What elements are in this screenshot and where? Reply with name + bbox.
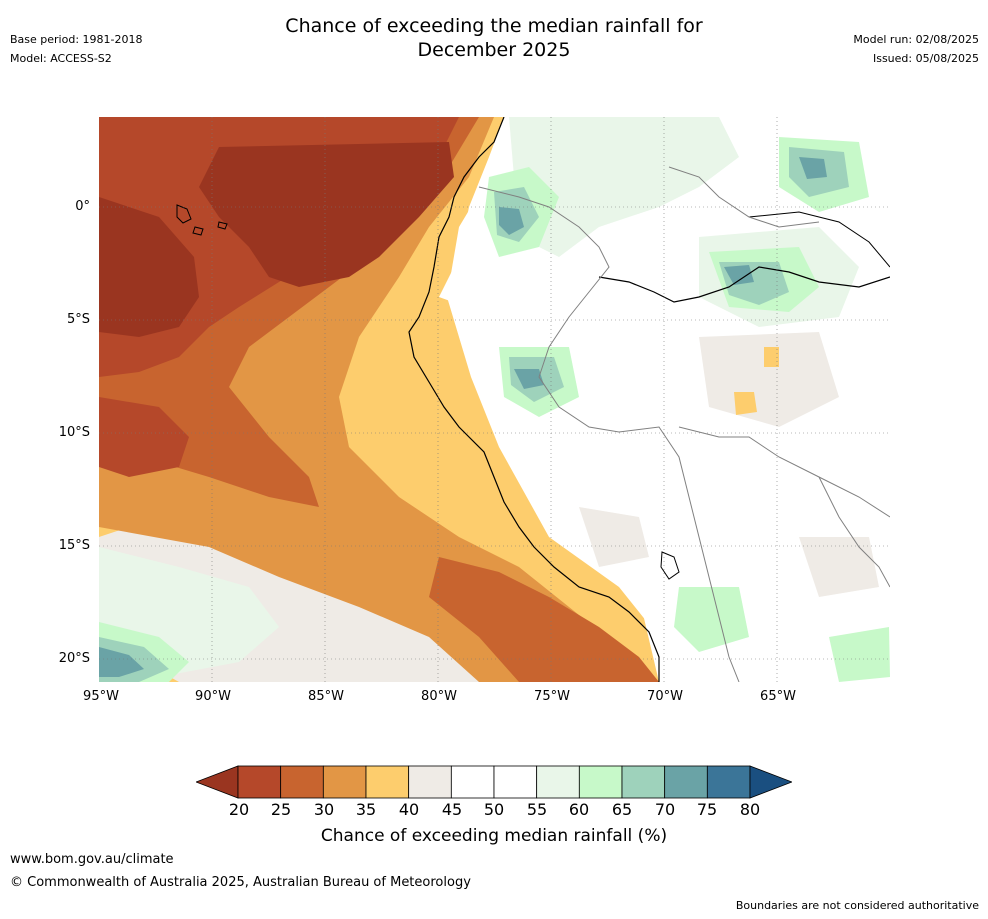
colorbar-cell-40	[408, 765, 452, 799]
colorbar-cell-35	[365, 765, 410, 799]
lon-label-70w: 70°W	[647, 689, 683, 704]
colorbar-cell-65	[621, 765, 666, 799]
lat-label-15s: 15°S	[58, 538, 90, 553]
colorbar-tick-70: 70	[654, 800, 676, 819]
country-borders	[478, 166, 890, 682]
ocean-field-south-25-30	[429, 557, 659, 682]
colorbar-cell-70	[664, 765, 708, 799]
lat-label-20s: 20°S	[58, 651, 90, 666]
colorbar-tick-35: 35	[355, 800, 377, 819]
boundary-disclaimer: Boundaries are not considered authoritat…	[735, 899, 979, 912]
land-field-east-light	[699, 332, 839, 427]
colorbar-cell-50	[493, 765, 538, 799]
amazon-river	[598, 266, 890, 303]
lat-label-10s: 10°S	[58, 425, 90, 440]
lat-label-0: 0°	[75, 199, 90, 214]
colorbar-tick-40: 40	[398, 800, 420, 819]
land-field-east-dry-2	[734, 392, 757, 415]
land-field-central-75	[514, 369, 544, 389]
colorbar-cell-55	[536, 765, 580, 799]
lon-label-65w: 65°W	[760, 689, 796, 704]
colorbar-tick-60: 60	[568, 800, 590, 819]
title-line-2: December 2025	[417, 39, 571, 61]
south-america-coastline	[408, 117, 660, 682]
colorbar-cell-60	[578, 765, 623, 799]
lon-label-85w: 85°W	[308, 689, 344, 704]
model-name: Model: ACCESS-S2	[10, 52, 112, 65]
galapagos-islands	[176, 204, 228, 236]
model-run: Model run: 02/08/2025	[853, 33, 979, 46]
lon-label-90w: 90°W	[195, 689, 231, 704]
land-field-south-green-2	[829, 627, 890, 682]
colorbar-tick-20: 20	[228, 800, 250, 819]
ocean-field-sw-70-75	[99, 647, 144, 677]
lon-label-95w: 95°W	[83, 689, 119, 704]
colorbar-tick-75: 75	[696, 800, 718, 819]
title-line-1: Chance of exceeding the median rainfall …	[285, 15, 703, 37]
amazon-tributary	[748, 211, 890, 268]
website-link[interactable]: www.bom.gov.au/climate	[10, 852, 174, 867]
colorbar-tick-30: 30	[313, 800, 335, 819]
lake-titicaca	[660, 551, 680, 580]
base-period: Base period: 1981-2018	[10, 33, 143, 46]
colorbar-cell-above-80	[749, 765, 792, 799]
copyright-notice: © Commonwealth of Australia 2025, Austra…	[10, 875, 471, 890]
ocean-field-west-20-25	[99, 397, 189, 477]
land-field-ne-70-75	[724, 265, 754, 285]
colorbar-tick-50: 50	[483, 800, 505, 819]
lon-label-75w: 75°W	[534, 689, 570, 704]
land-field-coast-light	[579, 507, 649, 567]
land-field-south-light	[799, 537, 879, 597]
colorbar-cell-30	[322, 765, 367, 799]
colorbar-tick-45: 45	[441, 800, 463, 819]
colorbar-cell-25	[280, 765, 324, 799]
colorbar	[196, 765, 792, 799]
ocean-field-below-20	[199, 142, 454, 287]
map-title: Chance of exceeding the median rainfall …	[0, 14, 988, 62]
colorbar-cells	[196, 765, 792, 799]
colorbar-cell-20	[237, 765, 282, 799]
ocean-field-below-20-west	[99, 197, 199, 337]
colorbar-title: Chance of exceeding median rainfall (%)	[320, 826, 668, 846]
colorbar-cell-45	[450, 765, 495, 799]
land-field-light-north	[509, 117, 739, 257]
land-field-top-right-75	[799, 157, 827, 179]
lat-label-5s: 5°S	[66, 312, 90, 327]
colorbar-tick-25: 25	[270, 800, 292, 819]
map-canvas	[99, 117, 890, 682]
colorbar-tick-55: 55	[526, 800, 548, 819]
land-field-south-green	[674, 587, 749, 652]
colorbar-cell-below-20	[196, 765, 239, 799]
rainfall-probability-map	[99, 117, 890, 682]
colorbar-tick-65: 65	[611, 800, 633, 819]
land-field-east-dry	[764, 347, 779, 367]
issued-date: Issued: 05/08/2025	[872, 52, 979, 65]
lon-label-80w: 80°W	[421, 689, 457, 704]
colorbar-cell-75	[706, 765, 751, 799]
colorbar-tick-80: 80	[739, 800, 761, 819]
land-field-70-75-north	[499, 207, 524, 235]
